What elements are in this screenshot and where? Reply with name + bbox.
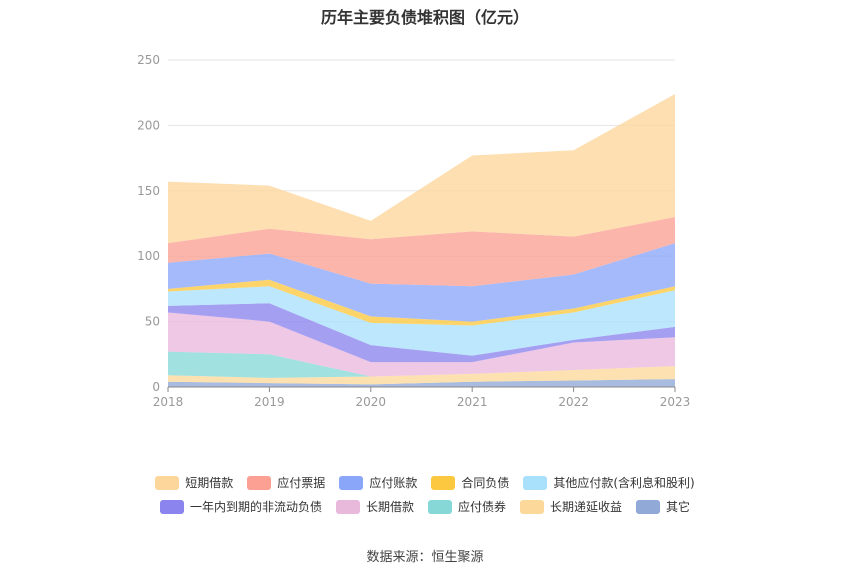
area-series-band (168, 279, 675, 326)
legend-item[interactable]: 应付账款 (339, 474, 417, 491)
legend-item[interactable]: 应付票据 (247, 474, 325, 491)
legend-label: 短期借款 (185, 476, 234, 490)
y-tick-label: 200 (137, 118, 160, 132)
legend-label: 长期借款 (365, 500, 414, 514)
x-tick-label: 2021 (457, 395, 488, 409)
legend-item[interactable]: 长期借款 (335, 498, 414, 515)
x-tick-label: 2019 (254, 395, 285, 409)
legend-label: 应付债券 (457, 500, 506, 514)
legend-label: 一年内到期的非流动负债 (189, 500, 322, 514)
area-series-band (168, 379, 675, 387)
legend-item[interactable]: 其他应付款(含利息和股利) (523, 474, 695, 491)
legend-row-2: 一年内到期的非流动负债 长期借款 应付债券 长期递延收益 其它 (0, 498, 850, 515)
x-tick-label: 2020 (356, 395, 387, 409)
legend-swatch (431, 475, 456, 490)
legend-swatch (159, 499, 184, 514)
area-series-band (168, 303, 675, 363)
y-tick-label: 250 (137, 53, 160, 67)
area-series-band (168, 366, 675, 385)
area-series-band (168, 351, 675, 378)
legend-item[interactable]: 短期借款 (155, 474, 233, 491)
legend-label: 应付账款 (369, 476, 418, 490)
y-tick-label: 100 (137, 249, 160, 263)
y-tick-label: 150 (137, 184, 160, 198)
area-series-band (168, 94, 675, 244)
x-tick-label: 2018 (153, 395, 184, 409)
x-tick-label: 2023 (660, 395, 691, 409)
legend-swatch (339, 475, 364, 490)
legend-swatch (247, 475, 272, 490)
axes: 0 50 100 150 200 250 2018 2019 2020 2021 2022 2023 (137, 53, 690, 409)
legend-label: 其它 (666, 500, 691, 514)
legend-label: 合同负债 (461, 476, 510, 490)
x-tick-label: 2022 (558, 395, 589, 409)
legend-swatch (335, 499, 360, 514)
legend-label: 应付票据 (277, 476, 326, 490)
area-series-band (168, 312, 675, 377)
legend-swatch (155, 475, 180, 490)
legend-item[interactable]: 其它 (636, 498, 690, 515)
area-series-band (168, 243, 675, 322)
legend-swatch (636, 499, 661, 514)
y-tick-label: 0 (152, 380, 160, 394)
legend-swatch (427, 499, 452, 514)
area-series (168, 94, 675, 387)
legend-item[interactable]: 一年内到期的非流动负债 (159, 498, 322, 515)
legend-item[interactable]: 应付债券 (427, 498, 506, 515)
area-series-band (168, 216, 675, 287)
data-source-note: 数据来源：恒生聚源 (366, 550, 484, 565)
legend-label: 长期递延收益 (550, 500, 623, 514)
legend-row-1: 短期借款 应付票据 应付账款 合同负债 其他应付款(含利息和股利) (0, 474, 850, 491)
legend-item[interactable]: 合同负债 (431, 474, 509, 491)
legend-swatch (520, 499, 544, 514)
chart-title: 历年主要负债堆积图（亿元） (320, 8, 529, 27)
legend-swatch (523, 475, 548, 490)
legend-label: 其他应付款(含利息和股利) (553, 476, 695, 490)
area-series-band (168, 286, 675, 356)
y-tick-label: 50 (145, 315, 160, 329)
legend-item[interactable]: 长期递延收益 (520, 498, 622, 515)
